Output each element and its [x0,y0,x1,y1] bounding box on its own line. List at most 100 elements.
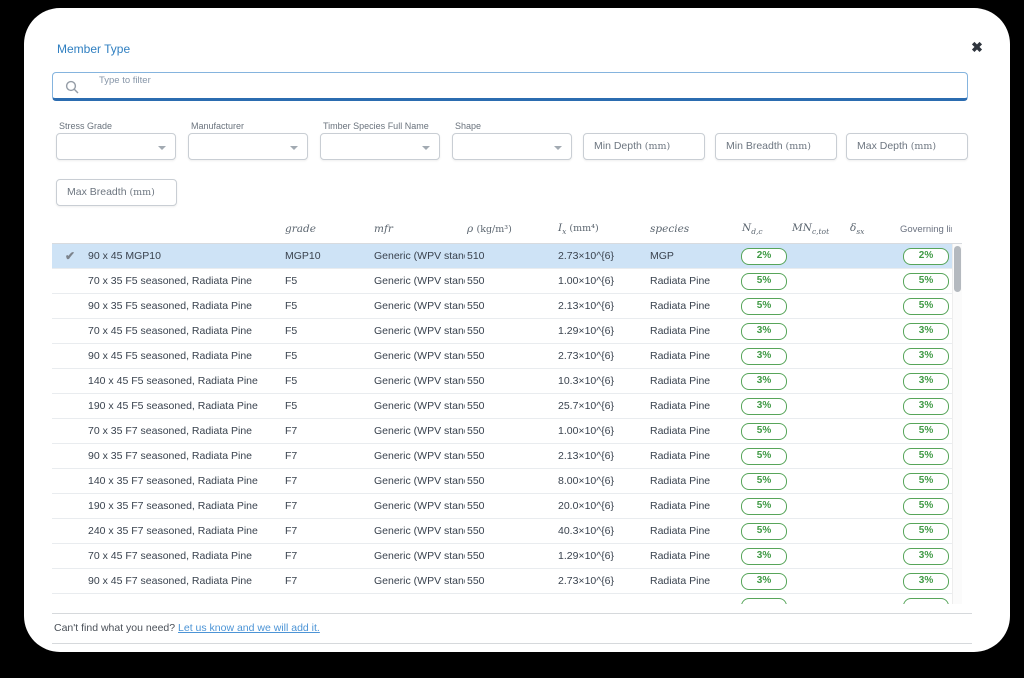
ndc-cell: 5% [736,422,790,440]
density-cell: 550 [467,425,485,437]
chevron-down-icon [290,146,298,150]
species-cell: Radiata Pine [650,550,711,562]
governing-limit-badge: 5% [903,497,949,515]
governing-limit-badge: 5% [903,297,949,315]
moment-of-inertia-cell: 20.0×10^{6} [558,500,615,512]
table-row[interactable]: ✔ 90 x 45 MGP10 MGP10 Generic (WPV stand… [52,244,962,269]
ndc-badge: 5% [741,272,787,290]
table-row[interactable]: 140 x 45 F5 seasoned, Radiata Pine F5 Ge… [52,369,962,394]
governing-limit-badge: 3% [903,347,949,365]
density-cell: 550 [467,500,485,512]
density-cell: 550 [467,450,485,462]
timber-species-label: Timber Species Full Name [323,121,429,131]
density-cell: 550 [467,575,485,587]
min-breadth-placeholder: Min Breadth [726,140,786,152]
moment-of-inertia-cell: 25.7×10^{6} [558,400,615,412]
grade-cell: F7 [285,525,298,537]
table-header-row: grade mfr ρ (kg/m³) Ix (mm⁴) species Nd,… [52,215,962,244]
mfr-cell: Generic (WPV stand [374,450,465,462]
search-box [52,72,968,101]
min-breadth-unit: (mm) [785,141,811,152]
min-depth-input[interactable]: Min Depth (mm) [583,133,705,160]
let-us-know-link[interactable]: Let us know and we will add it. [178,622,320,634]
table-row[interactable]: 70 x 35 F7 seasoned, Radiata Pine F7 Gen… [52,419,962,444]
max-depth-placeholder: Max Depth [857,140,911,152]
table-row[interactable]: 90 x 35 F5 seasoned, Radiata Pine F5 Gen… [52,294,962,319]
mfr-cell: Generic (WPV stand [374,300,465,312]
ndc-cell: 3% [736,572,790,590]
ndc-cell: 3% [736,397,790,415]
max-breadth-unit: (mm) [129,187,155,198]
ndc-cell: 3% [736,322,790,340]
manufacturer-dropdown[interactable] [188,133,308,160]
mfr-cell: Generic (WPV stand [374,575,465,587]
grade-cell: F7 [285,575,298,587]
governing-limit-cell: 5% [898,472,952,490]
moment-of-inertia-cell: 1.29×10^{6} [558,550,615,562]
table-scrollbar[interactable] [952,244,962,604]
species-cell: Radiata Pine [650,350,711,362]
table-row[interactable]: 70 x 45 F7 seasoned, Radiata Pine F7 Gen… [52,544,962,569]
min-depth-placeholder: Min Depth [594,140,645,152]
header-ndc: Nd,c [742,221,763,237]
species-cell: Radiata Pine [650,575,711,587]
max-breadth-input[interactable]: Max Breadth (mm) [56,179,177,206]
mfr-cell: Generic (WPV stand [374,250,465,262]
density-cell: 550 [467,325,485,337]
moment-of-inertia-cell: 2.13×10^{6} [558,300,615,312]
grade-cell: F5 [285,300,298,312]
close-button[interactable]: ✖ [966,36,988,58]
min-breadth-input[interactable]: Min Breadth (mm) [715,133,837,160]
governing-limit-badge [903,597,949,604]
governing-limit-cell: 2% [898,247,952,265]
governing-limit-cell: 5% [898,422,952,440]
table-row[interactable]: 70 x 45 F5 seasoned, Radiata Pine F5 Gen… [52,319,962,344]
ndc-cell: 5% [736,472,790,490]
governing-limit-badge: 5% [903,522,949,540]
governing-limit-cell: 3% [898,572,952,590]
governing-limit-badge: 3% [903,547,949,565]
table-row[interactable]: 90 x 45 F5 seasoned, Radiata Pine F5 Gen… [52,344,962,369]
timber-species-dropdown[interactable] [320,133,440,160]
governing-limit-badge: 5% [903,272,949,290]
min-depth-unit: (mm) [644,141,671,152]
grade-cell: F7 [285,425,298,437]
max-depth-input[interactable]: Max Depth (mm) [846,133,968,160]
mfr-cell: Generic (WPV stand [374,500,465,512]
ndc-cell: 5% [736,272,790,290]
table-row[interactable]: 70 x 35 F5 seasoned, Radiata Pine F5 Gen… [52,269,962,294]
governing-limit-cell: 3% [898,397,952,415]
member-name-cell: 240 x 35 F7 seasoned, Radiata Pine [88,525,258,537]
ndc-badge: 5% [741,422,787,440]
table-row[interactable]: 90 x 35 F7 seasoned, Radiata Pine F7 Gen… [52,444,962,469]
member-name-cell: 90 x 35 F5 seasoned, Radiata Pine [88,300,253,312]
table-row[interactable] [52,594,962,604]
table-row[interactable]: 190 x 45 F5 seasoned, Radiata Pine F5 Ge… [52,394,962,419]
density-cell: 550 [467,525,485,537]
max-depth-unit: (mm) [910,141,937,152]
ndc-cell: 3% [736,547,790,565]
member-name-cell: 90 x 35 F7 seasoned, Radiata Pine [88,450,253,462]
search-input[interactable] [93,73,953,98]
table-row[interactable]: 190 x 35 F7 seasoned, Radiata Pine F7 Ge… [52,494,962,519]
member-name-cell: 90 x 45 MGP10 [88,250,161,262]
table-row[interactable]: 240 x 35 F7 seasoned, Radiata Pine F7 Ge… [52,519,962,544]
ndc-badge: 3% [741,572,787,590]
mfr-cell: Generic (WPV stand [374,375,465,387]
species-cell: Radiata Pine [650,275,711,287]
member-name-cell: 140 x 35 F7 seasoned, Radiata Pine [88,475,258,487]
ndc-badge: 5% [741,297,787,315]
ndc-badge: 3% [741,347,787,365]
shape-dropdown[interactable] [452,133,572,160]
scrollbar-thumb[interactable] [954,246,961,292]
governing-limit-badge: 5% [903,422,949,440]
stress-grade-dropdown[interactable] [56,133,176,160]
ndc-badge: 2% [741,247,787,265]
mfr-cell: Generic (WPV stand [374,425,465,437]
species-cell: Radiata Pine [650,300,711,312]
ndc-badge: 5% [741,472,787,490]
species-cell: Radiata Pine [650,325,711,337]
species-cell: Radiata Pine [650,475,711,487]
table-row[interactable]: 140 x 35 F7 seasoned, Radiata Pine F7 Ge… [52,469,962,494]
table-row[interactable]: 90 x 45 F7 seasoned, Radiata Pine F7 Gen… [52,569,962,594]
